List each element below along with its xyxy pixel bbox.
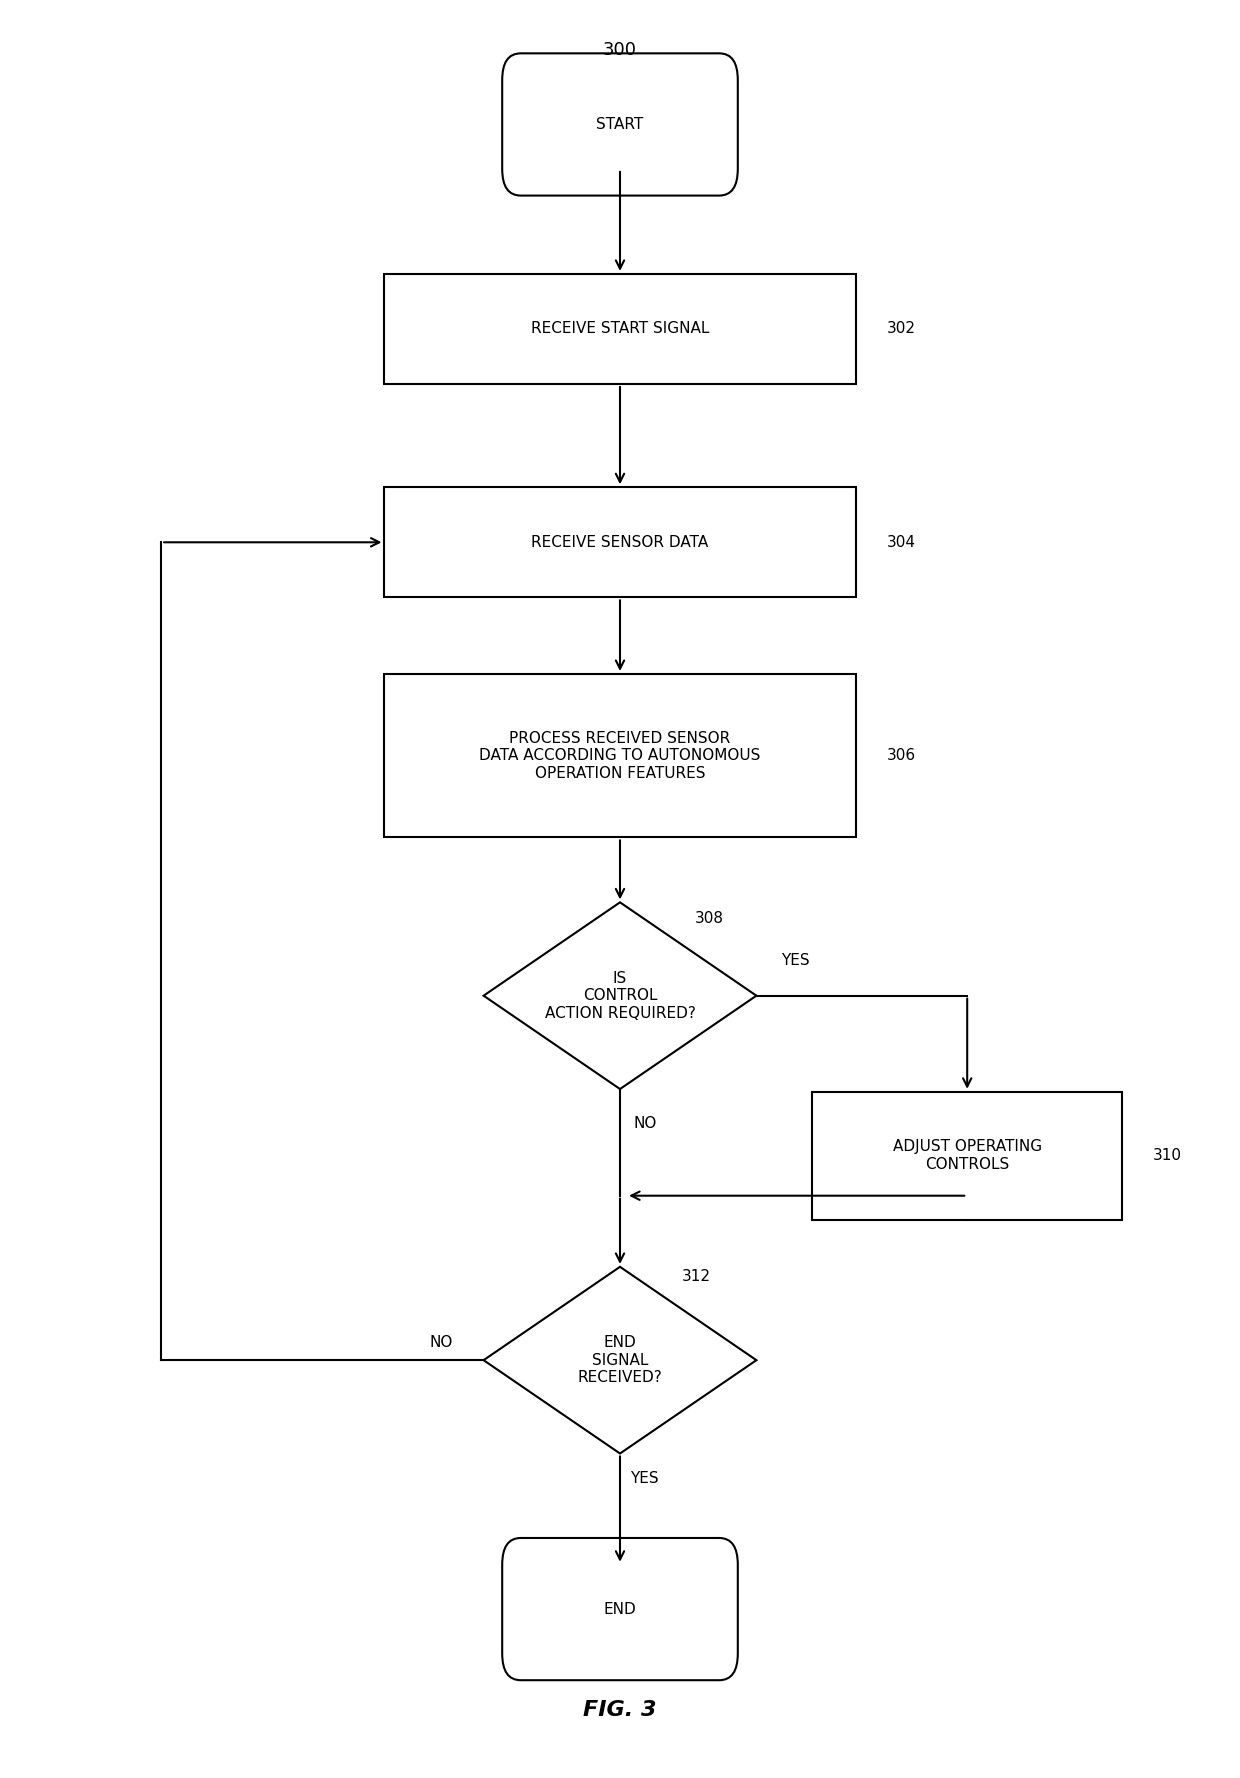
Text: FIG. 3: FIG. 3	[583, 1700, 657, 1721]
Text: YES: YES	[630, 1472, 660, 1486]
Bar	[384, 674, 856, 837]
Text: IS
CONTROL
ACTION REQUIRED?: IS CONTROL ACTION REQUIRED?	[544, 971, 696, 1021]
Text: END: END	[604, 1602, 636, 1616]
Text: START: START	[596, 117, 644, 132]
Text: PROCESS RECEIVED SENSOR
DATA ACCORDING TO AUTONOMOUS
OPERATION FEATURES: PROCESS RECEIVED SENSOR DATA ACCORDING T…	[480, 731, 760, 781]
FancyBboxPatch shape	[502, 53, 738, 196]
Bar	[384, 487, 856, 597]
Text: 300: 300	[603, 41, 637, 59]
Text: RECEIVE START SIGNAL: RECEIVE START SIGNAL	[531, 322, 709, 336]
Text: END
SIGNAL
RECEIVED?: END SIGNAL RECEIVED?	[578, 1335, 662, 1385]
Polygon shape	[484, 903, 756, 1088]
Bar	[812, 1092, 1122, 1220]
Text: 302: 302	[887, 322, 915, 336]
Text: 306: 306	[887, 749, 915, 763]
Text: 304: 304	[887, 535, 915, 549]
Text: 312: 312	[682, 1269, 711, 1284]
Text: NO: NO	[634, 1117, 656, 1131]
FancyBboxPatch shape	[502, 1538, 738, 1680]
Text: 308: 308	[694, 910, 724, 926]
Text: ADJUST OPERATING
CONTROLS: ADJUST OPERATING CONTROLS	[893, 1140, 1042, 1172]
Text: 310: 310	[1153, 1149, 1182, 1163]
Text: RECEIVE SENSOR DATA: RECEIVE SENSOR DATA	[532, 535, 708, 549]
Text: YES: YES	[781, 953, 810, 967]
Polygon shape	[484, 1266, 756, 1454]
Text: NO: NO	[429, 1335, 453, 1350]
Bar	[384, 274, 856, 384]
